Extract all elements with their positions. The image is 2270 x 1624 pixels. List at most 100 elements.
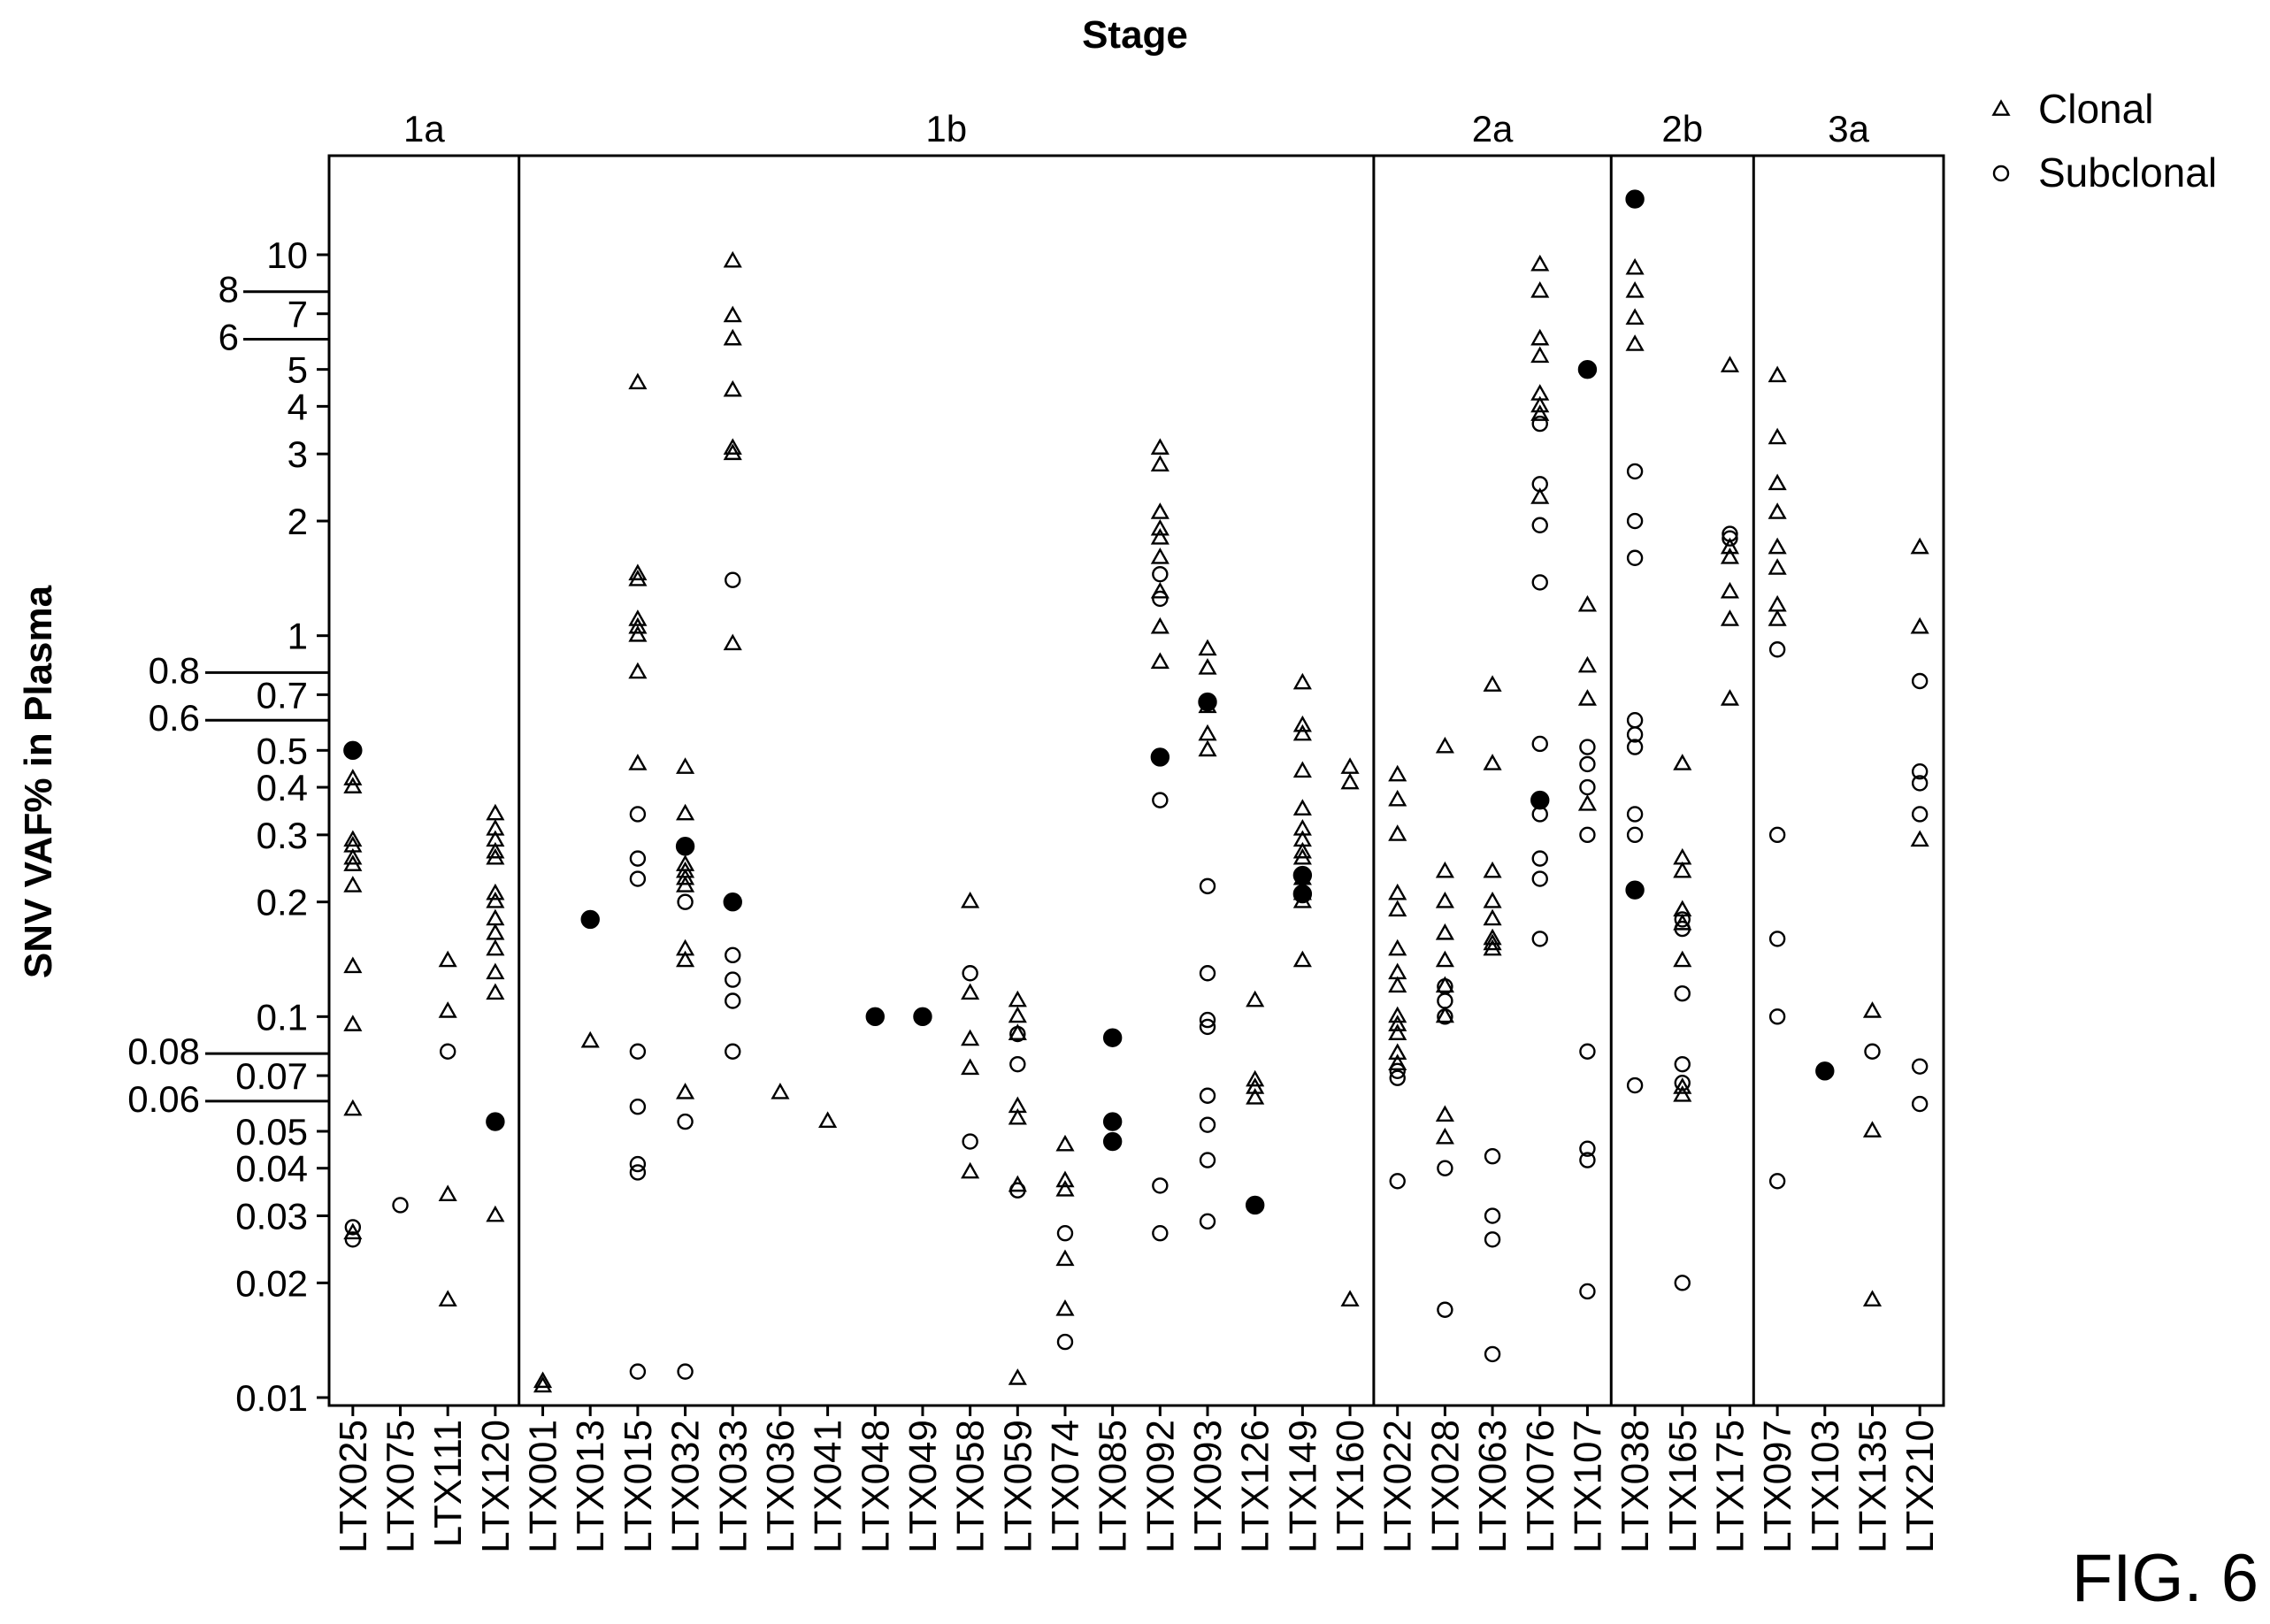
- y-tick-label: 4: [288, 386, 308, 427]
- clonal-point: [628, 563, 648, 581]
- clonal-point: [438, 1290, 457, 1306]
- y-tick-label: 0.03: [235, 1196, 308, 1237]
- clonal-point: [1008, 1006, 1027, 1023]
- x-tick-label: LTX048: [854, 1420, 897, 1553]
- subclonal-point: [1199, 1018, 1216, 1036]
- clonal-point: [628, 624, 648, 642]
- y-tick-label: 0.05: [235, 1111, 308, 1153]
- y-tick-label: 2: [288, 501, 308, 542]
- clonal-point: [1768, 473, 1787, 491]
- subclonal-point: [1768, 931, 1786, 947]
- subclonal-point: [1056, 1333, 1074, 1351]
- filled-point: [1102, 1112, 1123, 1131]
- clonal-point: [1008, 1023, 1027, 1040]
- x-tick-label: LTX075: [380, 1420, 423, 1553]
- y-tick-label: 0.02: [235, 1262, 308, 1304]
- clonal-point: [1150, 581, 1170, 599]
- subclonal-point: [677, 1113, 694, 1130]
- clonal-point: [961, 1058, 980, 1076]
- clonal-point: [1340, 1290, 1360, 1306]
- clonal-point: [486, 818, 505, 836]
- clonal-point: [1577, 594, 1597, 612]
- clonal-point: [1008, 1107, 1027, 1125]
- x-tick-label: LTX085: [1092, 1420, 1135, 1553]
- clonal-point: [486, 883, 505, 900]
- stage-label-1a: 1a: [403, 108, 445, 149]
- clonal-point: [1246, 990, 1265, 1007]
- subclonal-point: [439, 1043, 456, 1060]
- subclonal-point: [1674, 1075, 1691, 1092]
- subclonal-point: [1626, 712, 1644, 729]
- stage-layer: 1a 1b 2a 2b 3a: [403, 108, 1870, 1406]
- subclonal-point: [1199, 1087, 1216, 1104]
- subclonal-point: [725, 971, 741, 988]
- clonal-point: [1150, 518, 1170, 536]
- clonal-point: [1055, 1299, 1075, 1316]
- clonal-point: [1388, 789, 1407, 807]
- clonal-point: [533, 1375, 553, 1393]
- clonal-point: [1246, 1077, 1265, 1094]
- subclonal-point: [1152, 1225, 1169, 1242]
- clonal-point: [961, 1029, 980, 1046]
- clonal-point: [1483, 928, 1502, 946]
- subclonal-point: [1864, 1043, 1881, 1060]
- x-tick-label: LTX111: [426, 1420, 470, 1547]
- y-tick-label: 0.3: [257, 815, 308, 856]
- clonal-point: [961, 1161, 980, 1179]
- x-tick-label: LTX058: [949, 1420, 993, 1553]
- clonal-point: [961, 983, 980, 1000]
- clonal-point: [1388, 764, 1407, 782]
- filled-point: [1102, 1131, 1123, 1152]
- x-tick-label: LTX049: [901, 1420, 945, 1553]
- clonal-point: [1483, 754, 1502, 770]
- subclonal-point: [1579, 1152, 1596, 1168]
- clonal-point: [1388, 1043, 1407, 1060]
- clonal-point: [1435, 1105, 1454, 1122]
- clonal-point: [1530, 281, 1550, 298]
- clonal-point: [1483, 908, 1502, 926]
- subclonal-point: [1722, 530, 1738, 547]
- y-axis-label: SNV VAF% in Plasma: [17, 585, 60, 978]
- clonal-point: [1435, 950, 1454, 968]
- y-tick-label: 1: [288, 616, 308, 657]
- clonal-point: [1768, 609, 1787, 626]
- x-tick-label: LTX097: [1756, 1420, 1799, 1553]
- subclonal-point: [1626, 739, 1644, 755]
- x-tick-label: LTX074: [1044, 1420, 1087, 1553]
- clonal-point: [723, 379, 742, 397]
- x-tick-label: LTX013: [569, 1420, 612, 1553]
- plot-frame: [327, 154, 1945, 1407]
- clonal-point: [1768, 537, 1787, 555]
- clonal-point: [723, 438, 742, 455]
- clonal-point: [343, 1015, 363, 1031]
- clonal-point: [1388, 938, 1407, 956]
- clonal-point: [1673, 950, 1692, 968]
- subclonal-point: [1199, 965, 1216, 982]
- clonal-point: [1483, 938, 1502, 956]
- subclonal-point: [1579, 1140, 1596, 1157]
- subclonal-point: [629, 1155, 647, 1173]
- clonal-point: [1577, 655, 1597, 673]
- subclonal-point: [725, 992, 741, 1009]
- subclonal-point: [1911, 806, 1929, 823]
- subclonal-point: [1911, 672, 1929, 690]
- clonal-point: [1862, 1290, 1883, 1306]
- clonal-point: [343, 769, 363, 785]
- clonal-point: [961, 891, 980, 908]
- clonal-point: [438, 1001, 457, 1018]
- subclonal-point: [392, 1197, 409, 1214]
- x-tick-label: LTX076: [1519, 1420, 1562, 1553]
- clonal-point: [723, 443, 742, 461]
- x-tick-label: LTX135: [1851, 1420, 1894, 1553]
- subclonal-point: [629, 1164, 647, 1181]
- clonal-point: [1340, 757, 1360, 774]
- x-tick-label: LTX025: [332, 1420, 375, 1553]
- clonal-point: [1150, 438, 1170, 455]
- subclonal-point: [1389, 1173, 1406, 1190]
- clonal-point: [1673, 754, 1692, 770]
- clonal-point: [1720, 609, 1740, 626]
- subclonal-point: [725, 1043, 741, 1060]
- y-tick-label: 0.2: [257, 882, 308, 923]
- clonal-point: [1435, 891, 1454, 908]
- clonal-point: [723, 250, 742, 268]
